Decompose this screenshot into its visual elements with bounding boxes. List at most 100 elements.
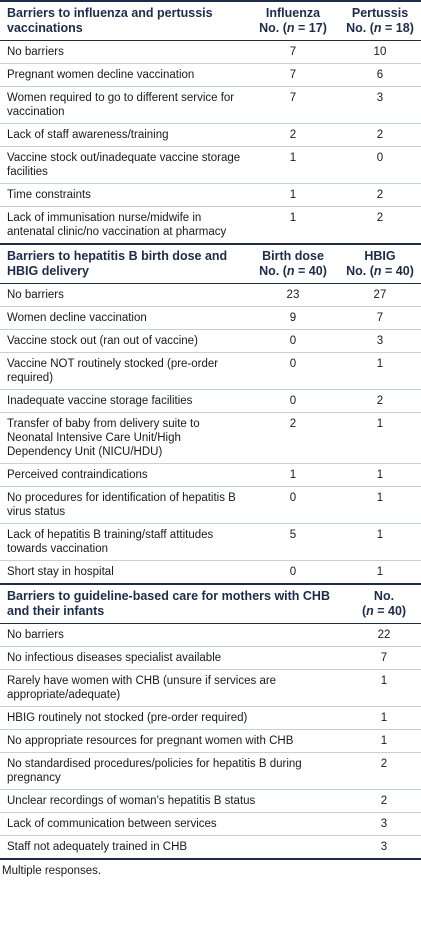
- row-label: Vaccine NOT routinely stocked (pre-order…: [7, 358, 219, 384]
- table-row: Women decline vaccination 9 7: [0, 307, 421, 330]
- row-value: 1: [376, 492, 384, 504]
- row-label: Transfer of baby from delivery suite to …: [7, 418, 200, 458]
- table-row: Vaccine NOT routinely stocked (pre-order…: [0, 353, 421, 390]
- row-value: 7: [289, 46, 297, 58]
- row-value: 1: [376, 469, 384, 481]
- table-row: Vaccine stock out (ran out of vaccine) 0 3: [0, 330, 421, 353]
- column-title: No.: [373, 589, 395, 603]
- section-heading: Barriers to hepatitis B birth dose and H…: [7, 249, 228, 278]
- row-value: 1: [289, 189, 297, 201]
- table-row: Short stay in hospital 0 1: [0, 561, 421, 583]
- row-value: 6: [376, 69, 384, 81]
- table-row: No appropriate resources for pregnant wo…: [0, 730, 421, 753]
- table-row: Pregnant women decline vaccination 7 6: [0, 64, 421, 87]
- table-row: Transfer of baby from delivery suite to …: [0, 413, 421, 464]
- row-label: Lack of hepatitis B training/staff attit…: [7, 529, 214, 555]
- row-value: 3: [380, 818, 388, 830]
- row-value: 1: [376, 529, 384, 541]
- row-value: 2: [376, 395, 384, 407]
- table-row: No standardised procedures/policies for …: [0, 753, 421, 790]
- table-row: Lack of communication between services 3: [0, 813, 421, 836]
- row-value: 1: [289, 212, 297, 224]
- column-header: HBIG No. (n = 40): [339, 249, 421, 279]
- row-label: Lack of staff awareness/training: [7, 129, 169, 141]
- row-value: 10: [373, 46, 387, 58]
- row-value: 1: [376, 566, 384, 578]
- row-value: 2: [289, 129, 297, 141]
- row-label: Staff not adequately trained in CHB: [7, 841, 188, 853]
- section-heading: Barriers to guideline-based care for mot…: [7, 589, 330, 618]
- row-value: 0: [289, 335, 297, 347]
- table-row: Time constraints 1 2: [0, 184, 421, 207]
- row-label: Women required to go to different servic…: [7, 92, 235, 118]
- row-value: 7: [376, 312, 384, 324]
- row-label: Perceived contraindications: [7, 469, 148, 481]
- row-value: 0: [289, 566, 297, 578]
- row-value: 22: [377, 629, 391, 641]
- table-section: Barriers to guideline-based care for mot…: [0, 583, 421, 858]
- table-row: No barriers 22: [0, 624, 421, 647]
- column-subtitle: No. (n = 40): [346, 264, 414, 278]
- row-value: 3: [376, 335, 384, 347]
- row-value: 23: [286, 289, 300, 301]
- row-value: 0: [289, 395, 297, 407]
- row-value: 1: [380, 712, 388, 724]
- row-value: 7: [289, 69, 297, 81]
- column-header: No. (n = 40): [347, 589, 421, 619]
- row-value: 2: [376, 189, 384, 201]
- row-value: 1: [376, 358, 384, 370]
- row-label: Lack of communication between services: [7, 818, 217, 830]
- row-label: Rarely have women with CHB (unsure if se…: [7, 675, 277, 701]
- row-value: 2: [380, 758, 388, 770]
- table-row: Rarely have women with CHB (unsure if se…: [0, 670, 421, 707]
- section-heading: Barriers to influenza and pertussis vacc…: [7, 6, 213, 35]
- row-label: Inadequate vaccine storage facilities: [7, 395, 193, 407]
- row-label: No standardised procedures/policies for …: [7, 758, 302, 784]
- column-subtitle: No. (n = 17): [259, 21, 327, 35]
- row-label: HBIG routinely not stocked (pre-order re…: [7, 712, 248, 724]
- column-subtitle: (n = 40): [361, 604, 407, 618]
- row-value: 1: [380, 675, 388, 687]
- table-row: No barriers 7 10: [0, 41, 421, 64]
- row-label: No procedures for identification of hepa…: [7, 492, 236, 518]
- row-label: Unclear recordings of woman's hepatitis …: [7, 795, 256, 807]
- row-label: No infectious diseases specialist availa…: [7, 652, 222, 664]
- table-row: Lack of immunisation nurse/midwife in an…: [0, 207, 421, 243]
- row-value: 0: [289, 492, 297, 504]
- row-label: Women decline vaccination: [7, 312, 147, 324]
- row-label: Lack of immunisation nurse/midwife in an…: [7, 212, 227, 238]
- table-row: No infectious diseases specialist availa…: [0, 647, 421, 670]
- row-label: Pregnant women decline vaccination: [7, 69, 195, 81]
- row-label: Time constraints: [7, 189, 91, 201]
- table-row: Inadequate vaccine storage facilities 0 2: [0, 390, 421, 413]
- row-value: 7: [380, 652, 388, 664]
- row-value: 27: [373, 289, 387, 301]
- row-value: 9: [289, 312, 297, 324]
- row-value: 3: [376, 92, 384, 104]
- column-title: Influenza: [265, 6, 321, 20]
- section-header: Barriers to influenza and pertussis vacc…: [0, 2, 421, 41]
- table-bottom-rule: [0, 858, 421, 860]
- table-row: Vaccine stock out/inadequate vaccine sto…: [0, 147, 421, 184]
- row-label: Vaccine stock out/inadequate vaccine sto…: [7, 152, 241, 178]
- column-title: HBIG: [364, 249, 396, 263]
- section-header: Barriers to hepatitis B birth dose and H…: [0, 245, 421, 284]
- table-row: No procedures for identification of hepa…: [0, 487, 421, 524]
- row-value: 1: [289, 152, 297, 164]
- column-header: Pertussis No. (n = 18): [339, 6, 421, 36]
- row-value: 0: [376, 152, 384, 164]
- row-value: 3: [380, 841, 388, 853]
- table-row: Perceived contraindications 1 1: [0, 464, 421, 487]
- row-value: 5: [289, 529, 297, 541]
- footnote: Multiple responses.: [2, 865, 102, 877]
- column-header: Influenza No. (n = 17): [247, 6, 339, 36]
- column-header: Birth dose No. (n = 40): [247, 249, 339, 279]
- row-label: No appropriate resources for pregnant wo…: [7, 735, 294, 747]
- row-value: 1: [380, 735, 388, 747]
- row-value: 7: [289, 92, 297, 104]
- row-value: 2: [289, 418, 297, 430]
- row-value: 1: [289, 469, 297, 481]
- table-row: Unclear recordings of woman's hepatitis …: [0, 790, 421, 813]
- table-row: HBIG routinely not stocked (pre-order re…: [0, 707, 421, 730]
